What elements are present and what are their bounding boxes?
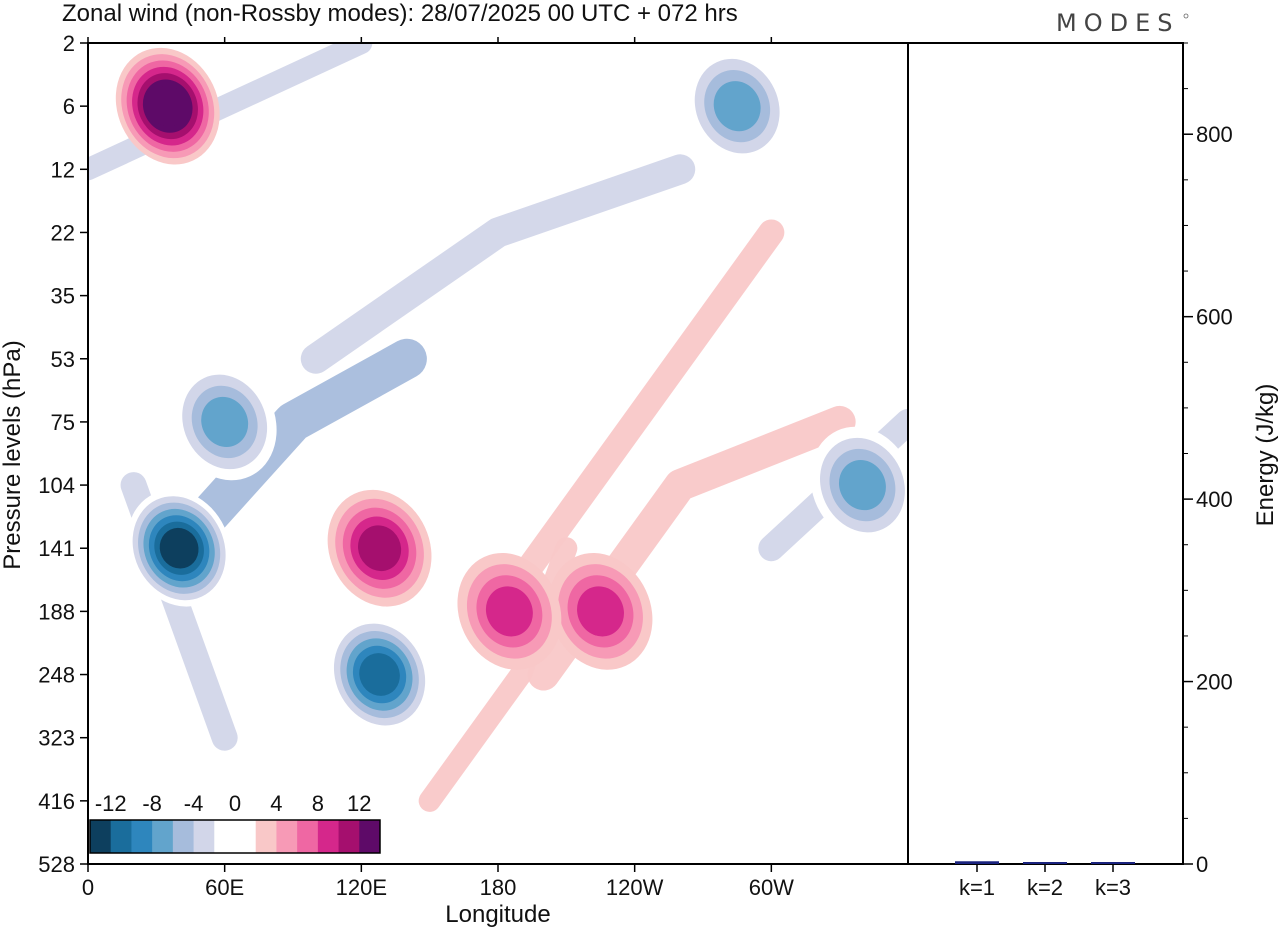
y-tick-label: 35 [51, 284, 75, 309]
colorbar-swatch [152, 820, 174, 853]
y-tick-label: 416 [38, 789, 75, 814]
colorbar-tick-label: 4 [270, 791, 282, 816]
x-tick-label: 0 [82, 875, 94, 900]
y-tick-label: 188 [38, 599, 75, 624]
colorbar-tick-label: -4 [184, 791, 204, 816]
colorbar-tick-label: 8 [312, 791, 324, 816]
colorbar-tick-label: 12 [347, 791, 371, 816]
x-tick-label: 120E [336, 875, 387, 900]
y-tick-label: 323 [38, 726, 75, 751]
colorbar-frame [89, 819, 381, 854]
energy-category-label: k=3 [1095, 875, 1131, 900]
x-axis: 0 60E 120E 180 120W 60W [82, 37, 794, 900]
y-tick-label: 75 [51, 410, 75, 435]
energy-tick-label: 200 [1196, 670, 1233, 695]
contour-level [357, 525, 402, 572]
y-axis: 2 6 12 22 35 53 75 104 141 188 248 323 416 528 [38, 31, 88, 877]
x-axis-label: Longitude [445, 901, 550, 928]
energy-tick-label: 800 [1196, 122, 1233, 147]
colorbar-swatch [131, 820, 153, 853]
y-tick-label: 104 [38, 473, 75, 498]
registered-mark-icon [1183, 13, 1189, 19]
colorbar-tick-label: -8 [142, 791, 162, 816]
colorbar-swatch [359, 820, 381, 853]
contour-band [159, 338, 427, 569]
contour-level [159, 527, 199, 569]
y-axis-label: Pressure levels (hPa) [0, 340, 26, 569]
contour-level [359, 653, 400, 696]
x-tick-label: 180 [480, 875, 517, 900]
colorbar-swatch [110, 820, 132, 853]
y-tick-label: 528 [38, 852, 75, 877]
colorbar-tick-label: -12 [95, 791, 127, 816]
colorbar-swatch [193, 820, 215, 853]
contour-level [577, 586, 624, 637]
colorbar-swatch [338, 820, 360, 853]
x-tick-label: 60W [749, 875, 794, 900]
energy-tick-label: 400 [1196, 487, 1233, 512]
energy-tick-label: 600 [1196, 305, 1233, 330]
colorbar-swatch [317, 820, 340, 853]
energy-panel-frame [907, 42, 1184, 865]
contour-level [201, 396, 249, 447]
y-tick-label: 248 [38, 663, 75, 688]
colorbar-swatch [255, 820, 277, 853]
colorbar-swatch [90, 820, 112, 853]
heatmap-field [88, 43, 908, 864]
modes-logo: MODES [1056, 9, 1179, 37]
energy-bar-chart: 0 200 400 600 800 k=1 k=2 k=3 [955, 42, 1233, 900]
energy-category-label: k=2 [1027, 875, 1063, 900]
y-tick-label: 22 [51, 220, 75, 245]
contour-level [713, 81, 761, 132]
colorbar-swatch [235, 820, 257, 853]
colorbar-swatch [297, 820, 319, 853]
colorbar-swatch [214, 820, 236, 853]
contour-level [838, 460, 886, 511]
colorbar: -12 -8 -4 0 4 8 12 [89, 791, 381, 854]
energy-category-label: k=1 [959, 875, 995, 900]
y-tick-label: 12 [51, 157, 75, 182]
y-tick-label: 53 [51, 347, 75, 372]
energy-bar [955, 861, 999, 864]
y-tick-label: 2 [63, 31, 75, 56]
contour-band [300, 154, 696, 374]
y-tick-label: 6 [63, 94, 75, 119]
energy-tick-label: 0 [1196, 852, 1208, 877]
x-tick-label: 60E [205, 875, 244, 900]
contour-band [88, 43, 373, 181]
colorbar-swatch [172, 820, 195, 853]
x-tick-label: 120W [606, 875, 664, 900]
energy-bar [1091, 862, 1135, 864]
energy-bar [1023, 862, 1067, 864]
contour-level [148, 85, 188, 127]
contour-band [485, 219, 785, 625]
colorbar-tick-label: 0 [229, 791, 241, 816]
energy-axis-label: Energy (J/kg) [1252, 384, 1279, 527]
chart-title: Zonal wind (non-Rossby modes): 28/07/202… [62, 0, 738, 27]
contour-level [485, 586, 533, 637]
colorbar-swatch [276, 820, 298, 853]
y-tick-label: 141 [38, 536, 75, 561]
